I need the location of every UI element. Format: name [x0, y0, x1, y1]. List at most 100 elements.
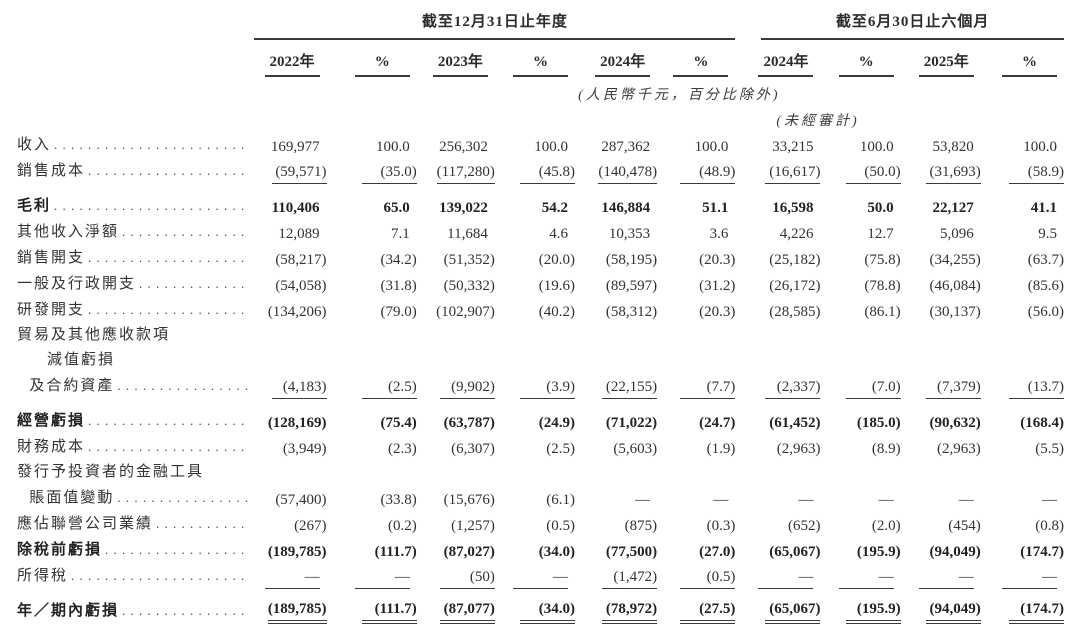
- cell-value: (0.3): [706, 518, 736, 534]
- cell-value: (35.0): [361, 161, 417, 184]
- cell-value: (189,785): [267, 544, 327, 560]
- value-cell: (7.0): [820, 323, 901, 399]
- cell-value: (75.4): [380, 415, 417, 431]
- cell-value: (185.0): [856, 415, 901, 431]
- value-cell: 53,820: [901, 132, 981, 158]
- cell-value: (2.5): [546, 441, 575, 457]
- value-cell: 12,089: [254, 219, 326, 245]
- value-cell: (58.9): [981, 158, 1064, 184]
- row-label-cell: 除稅前虧損: [16, 537, 254, 563]
- col-header-pct-4: %: [838, 54, 894, 77]
- value-cell: 139,022: [417, 193, 495, 219]
- value-cell: (117,280): [417, 158, 495, 184]
- col-header-2024-interim: 2024年: [758, 50, 814, 77]
- row-label: 發行予投資者的金融工具: [17, 464, 205, 480]
- cell-value: (168.4): [1020, 415, 1064, 431]
- cell-value: (195.9): [856, 544, 901, 560]
- value-cell: (2.5): [327, 323, 417, 399]
- value-cell: (454): [901, 511, 981, 537]
- cell-value: (2,963): [937, 441, 981, 457]
- cell-value: 169,977: [270, 139, 320, 155]
- dot-leader: [54, 132, 248, 158]
- value-cell: (58,195): [575, 245, 657, 271]
- cell-value: (6,307): [451, 441, 495, 457]
- value-cell: (875): [575, 511, 658, 537]
- cell-value: (58,195): [605, 252, 658, 268]
- column-header-row: 2022年 % 2023年 % 2024年 % 2024年 % 2025年 %: [16, 40, 1064, 77]
- cell-value: (57,400): [275, 492, 327, 508]
- cell-value: 100.0: [694, 139, 729, 155]
- cell-value: (7,379): [925, 376, 981, 399]
- unaudited-note-row: (未經審計): [16, 106, 1064, 132]
- cell-value: (50): [439, 566, 495, 589]
- value-cell: (140,478): [575, 158, 658, 184]
- col-header-2024: 2024年: [595, 50, 651, 77]
- value-cell: (30,137): [901, 297, 981, 323]
- col-header-2025: 2025年: [918, 50, 974, 77]
- value-cell: 169,977: [254, 132, 326, 158]
- cell-value: (20.0): [538, 252, 575, 268]
- cell-value: (50.0): [845, 161, 901, 184]
- value-cell: (24.9): [495, 408, 575, 434]
- cell-value: —: [798, 492, 814, 508]
- value-cell: (168.4): [981, 408, 1064, 434]
- value-cell: —: [735, 563, 820, 589]
- cell-value: 12,089: [278, 226, 320, 242]
- value-cell: (195.9): [820, 598, 901, 624]
- cell-value: (3,949): [282, 441, 327, 457]
- dot-leader: [88, 297, 248, 323]
- cell-value: (28,585): [769, 304, 821, 320]
- cell-value: 12.7: [867, 226, 894, 242]
- value-cell: (1,257): [417, 511, 495, 537]
- cell-value: —: [878, 492, 894, 508]
- value-cell: (8.9): [820, 434, 901, 460]
- value-cell: (6,307): [417, 434, 495, 460]
- value-cell: (58,217): [254, 245, 326, 271]
- row-label-cell: 銷售成本: [16, 158, 254, 184]
- cell-value: (7.0): [845, 376, 901, 399]
- row-label-cell: 經營虧損: [16, 408, 254, 434]
- value-cell: (2.5): [495, 434, 575, 460]
- value-cell: (267): [254, 511, 327, 537]
- table-row: 其他收入淨額 12,089 7.1 11,684 4.6 10,353 3.6 4,226 12…: [16, 219, 1064, 245]
- value-cell: —: [254, 563, 326, 589]
- cell-value: (22,155): [602, 376, 658, 399]
- value-cell: (2,963): [735, 434, 821, 460]
- value-cell: (28,585): [735, 297, 820, 323]
- value-cell: (34.2): [327, 245, 416, 271]
- value-cell: (6.1): [495, 460, 575, 511]
- cell-value: (2,337): [765, 376, 821, 399]
- cell-value: 16,598: [772, 200, 814, 216]
- row-label: 毛利: [17, 198, 52, 214]
- cell-value: 100.0: [375, 139, 410, 155]
- value-cell: —: [735, 460, 820, 511]
- cell-value: (51,352): [443, 252, 495, 268]
- cell-value: (31,693): [925, 161, 981, 184]
- cell-value: (54,058): [275, 278, 327, 294]
- value-cell: (34,255): [901, 245, 981, 271]
- cell-value: 11,684: [447, 226, 488, 242]
- cell-value: 100.0: [534, 139, 568, 155]
- cell-value: (0.5): [546, 518, 575, 534]
- cell-value: (174.7): [1020, 544, 1064, 560]
- cell-value: (140,478): [598, 161, 658, 184]
- cell-value: (27.0): [699, 544, 736, 560]
- cell-value: (9,902): [439, 376, 495, 399]
- value-cell: (75.8): [820, 245, 900, 271]
- cell-value: (2.3): [387, 441, 417, 457]
- table-row: 一般及行政開支 (54,058) (31.8) (50,332) (19.6) (89,5…: [16, 271, 1064, 297]
- row-label-cell: 銷售開支: [16, 245, 254, 271]
- value-cell: 10,353: [575, 219, 657, 245]
- cell-value: (94,049): [925, 598, 981, 624]
- col-header-pct-2: %: [513, 54, 568, 77]
- value-cell: —: [901, 460, 981, 511]
- value-cell: (5.5): [981, 434, 1064, 460]
- value-cell: (174.7): [981, 598, 1064, 624]
- dot-leader: [71, 563, 248, 589]
- cell-value: (34.0): [538, 544, 575, 560]
- cell-value: 7.1: [390, 226, 410, 242]
- value-cell: (1.9): [657, 434, 736, 460]
- value-cell: (2.0): [820, 511, 901, 537]
- cell-value: (34.0): [520, 598, 575, 624]
